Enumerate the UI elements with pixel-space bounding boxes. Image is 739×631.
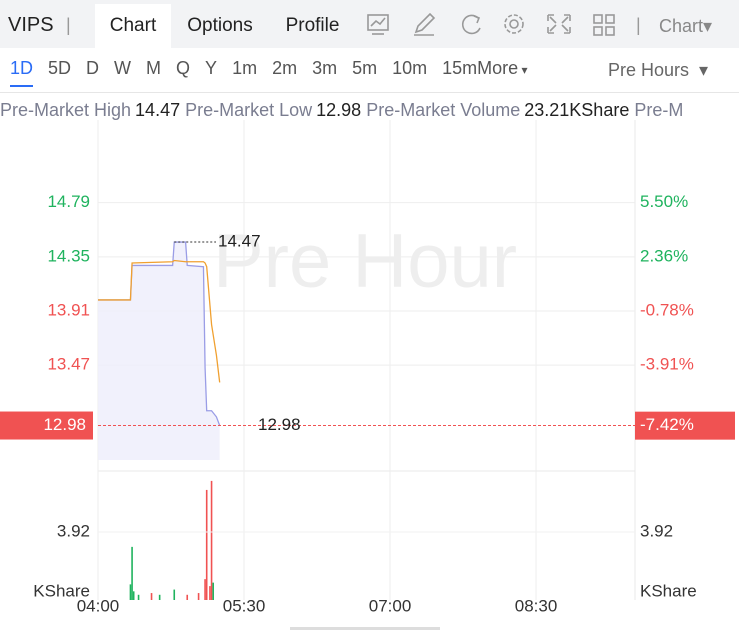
session-select[interactable]: Pre Hours ▾ <box>608 60 709 80</box>
stat-value: 12.98 <box>316 100 362 120</box>
header: VIPS | Chart Options Profile | Chart▾ <box>0 0 739 48</box>
separator: | <box>636 15 641 35</box>
separator: | <box>66 15 71 35</box>
change-label: -7.42% <box>640 415 694 434</box>
y2-tick-label: -3.91% <box>640 355 694 374</box>
x-tick-label: 04:00 <box>77 596 120 615</box>
y2-tick-label: 2.36% <box>640 246 688 265</box>
volume-bar <box>205 489 208 600</box>
scrollbar <box>290 627 440 630</box>
chart-menu-label: Chart <box>659 16 704 36</box>
period[interactable]: W <box>114 58 132 78</box>
symbol: VIPS <box>8 14 54 36</box>
volume-bar <box>197 593 200 600</box>
volume-bar <box>204 579 206 600</box>
y-tick-label: 3.92 <box>57 521 90 540</box>
y2-tick-label: 3.92 <box>640 521 673 540</box>
x-tick-label: 05:30 <box>223 596 266 615</box>
price-area <box>98 242 220 460</box>
toolbar-icons[interactable] <box>366 12 636 38</box>
last-price-label: 12.98 <box>43 415 86 434</box>
chart-menu[interactable]: Chart▾ <box>659 16 713 36</box>
tab[interactable]: Profile <box>285 15 340 36</box>
price-line <box>98 259 221 383</box>
volume-bar <box>137 594 140 600</box>
change-box <box>635 411 735 440</box>
period[interactable]: D <box>86 58 100 78</box>
period[interactable]: M <box>146 58 162 78</box>
high-label: 14.47 <box>218 232 261 251</box>
watermark: Pre Hour <box>213 219 517 304</box>
stat-label: Pre-M <box>634 100 684 120</box>
volume-bar <box>210 480 213 600</box>
stat-label: Pre-Market High <box>0 100 132 120</box>
period[interactable]: 5D <box>48 58 72 78</box>
stat-value: 14.47 <box>135 100 181 120</box>
period[interactable]: More ▾ <box>477 58 528 78</box>
volume-unit: KShare <box>33 581 90 600</box>
stats-bar: Pre-Market High 14.47 Pre-Market Low 12.98 P… <box>0 100 683 121</box>
period[interactable]: 3m <box>312 58 338 78</box>
volume-bar <box>173 589 176 600</box>
tab[interactable]: Options <box>187 15 253 36</box>
volume-bar <box>150 593 153 600</box>
volume-bar <box>129 584 132 600</box>
session-label: Pre Hours <box>608 60 690 80</box>
y-tick-label: 14.79 <box>47 192 90 211</box>
last-price-box <box>0 411 93 440</box>
chart: Pre Hour 04:00 05:30 07:00 08:30 14.79 14.35 13… <box>0 120 735 630</box>
volume-bar <box>158 594 161 600</box>
period[interactable]: 10m <box>392 58 428 78</box>
stat-label: Pre-Market Volume <box>366 100 521 120</box>
stat-value: 23.21KShare <box>524 100 630 120</box>
y2-tick-label: 5.50% <box>640 192 688 211</box>
last-price-text: 12.98 <box>258 415 301 434</box>
divider <box>0 92 739 93</box>
period[interactable]: Y <box>205 58 218 78</box>
period[interactable]: 1D <box>10 58 34 87</box>
x-tick-label: 07:00 <box>369 596 412 615</box>
volume-bar <box>131 546 133 600</box>
period[interactable]: 15m <box>442 58 478 78</box>
y-tick-label: 13.91 <box>47 300 90 319</box>
volume-bar <box>186 594 189 600</box>
period[interactable]: 5m <box>352 58 378 78</box>
stat-label: Pre-Market Low <box>185 100 313 120</box>
y-tick-label: 13.47 <box>47 355 90 374</box>
tab[interactable]: Chart <box>95 4 171 48</box>
period-bar: 1D 5D D W M Q Y 1m 2m 3m 5m 10m 15m More ▾ <box>10 58 528 87</box>
volume-bar <box>212 582 214 600</box>
volume-unit: KShare <box>640 581 697 600</box>
volume-bar <box>132 591 135 600</box>
period[interactable]: Q <box>176 58 191 78</box>
period[interactable]: 2m <box>272 58 298 78</box>
volume-bar <box>209 586 211 600</box>
period[interactable]: 1m <box>232 58 258 78</box>
x-tick-label: 08:30 <box>515 596 558 615</box>
y-tick-label: 14.35 <box>47 246 90 265</box>
y2-tick-label: -0.78% <box>640 301 694 320</box>
